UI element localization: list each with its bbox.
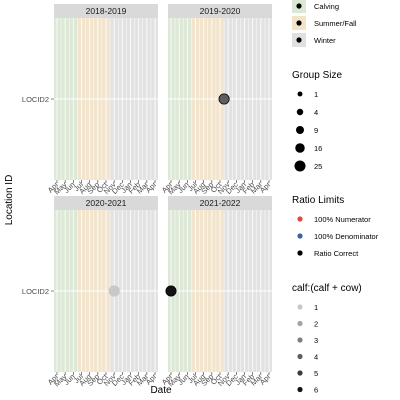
ratio-legend-dot: [297, 320, 303, 327]
ratio-legend-label: 2: [314, 320, 318, 329]
panel-strip: [168, 196, 272, 210]
group-size-legend-dot: [294, 160, 306, 172]
ratio-limits-legend-title: Ratio Limits: [292, 195, 344, 206]
season-legend-label: Winter: [314, 36, 336, 45]
data-point: [218, 93, 230, 105]
group-size-legend-dot: [296, 126, 304, 134]
data-point: [108, 285, 120, 297]
y-axis-title: Location ID: [4, 175, 15, 226]
ratio-legend-dot: [297, 386, 303, 393]
group-size-legend-label: 1: [314, 90, 318, 99]
ratio-legend-label: 5: [314, 369, 318, 378]
ratio-legend-title: calf:(calf + cow): [292, 283, 362, 294]
group-size-legend-label: 16: [314, 144, 322, 153]
ratio-legend-dot: [297, 337, 303, 343]
ratio-limits-legend-dot: [297, 233, 303, 239]
data-point: [165, 285, 177, 297]
ratio-legend-label: 6: [314, 386, 318, 395]
season-legend-label: Calving: [314, 2, 339, 11]
ratio-legend-label: 4: [314, 353, 318, 362]
x-tick-label: Apr: [258, 180, 273, 195]
season-legend-label: Summer/Fall: [314, 19, 357, 28]
group-size-legend-label: 25: [314, 162, 322, 171]
panel-strip: [54, 196, 158, 210]
panel-title: 2018-2019: [86, 6, 127, 16]
panel-title: 2021-2022: [200, 198, 241, 208]
season-legend-dot: [296, 3, 302, 9]
y-tick-label: LOCID2: [22, 95, 49, 104]
ratio-legend-dot: [297, 370, 303, 376]
season-legend-dot: [296, 20, 302, 26]
y-tick-label: LOCID2: [22, 287, 49, 296]
x-tick-label: Apr: [144, 180, 159, 195]
group-size-legend-dot: [295, 143, 305, 153]
x-axis-title: Date: [150, 385, 172, 396]
ratio-limits-legend-label: 100% Denominator: [314, 232, 379, 241]
ratio-legend-dot: [297, 353, 303, 360]
ratio-limits-legend-dot: [297, 250, 303, 256]
ratio-legend-label: 1: [314, 303, 318, 312]
ratio-limits-legend-label: 100% Numerator: [314, 215, 371, 224]
panel-strip: [168, 4, 272, 18]
group-size-legend-dot: [297, 91, 303, 97]
ratio-legend-label: 3: [314, 336, 318, 345]
panel-title: 2020-2021: [86, 198, 127, 208]
ratio-legend-dot: [297, 304, 303, 310]
season-legend-dot: [296, 37, 302, 43]
ratio-limits-legend-label: Ratio Correct: [314, 249, 359, 258]
group-size-legend-label: 9: [314, 126, 318, 135]
panel-title: 2019-2020: [200, 6, 241, 16]
ratio-limits-legend-dot: [297, 216, 303, 222]
x-tick-label: Apr: [258, 372, 273, 387]
group-size-legend-dot: [296, 108, 304, 116]
group-size-legend-label: 4: [314, 108, 318, 117]
group-size-legend-title: Group Size: [292, 70, 342, 81]
panel-strip: [54, 4, 158, 18]
